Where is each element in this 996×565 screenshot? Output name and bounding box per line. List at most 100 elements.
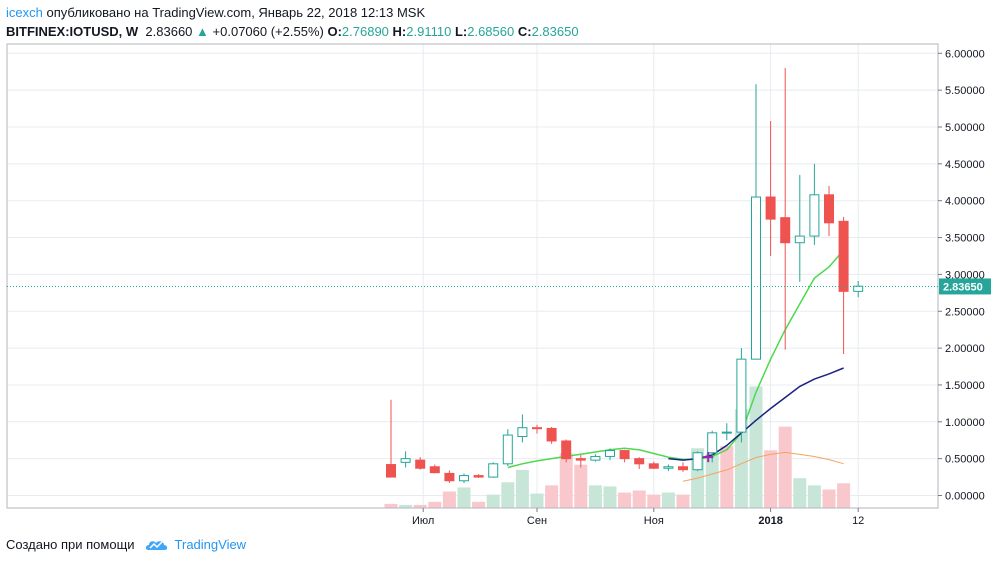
volume-bar <box>778 426 792 508</box>
candle-body <box>590 455 601 461</box>
plot-frame <box>6 43 939 509</box>
candle-body <box>575 458 586 461</box>
volume-bar <box>720 446 734 508</box>
tradingview-brand: TradingView <box>174 537 247 552</box>
x-tick-label: Июл <box>412 515 434 527</box>
y-tick-label: 3.50000 <box>945 233 985 245</box>
published-text: опубликовано на TradingView.com, Январь … <box>46 5 426 20</box>
created-with-text: Создано при помощи <box>6 537 135 552</box>
tradingview-logo[interactable]: TradingView <box>145 537 247 552</box>
candle-body <box>473 475 484 478</box>
candle-body <box>429 466 440 474</box>
y-tick-label: 0.50000 <box>945 454 985 466</box>
tradingview-cloud-icon <box>145 540 167 550</box>
volume-bar <box>822 489 836 508</box>
low-label: L: <box>454 24 468 39</box>
x-tick-label: Ноя <box>644 515 664 527</box>
volume-bar <box>559 453 573 508</box>
moving-averages <box>507 249 845 482</box>
y-tick-label: 0.00000 <box>945 491 985 503</box>
candle-body <box>517 427 528 438</box>
volume-bar <box>661 492 675 508</box>
y-tick-label: 3.00000 <box>945 269 985 281</box>
volume-bar <box>618 492 632 508</box>
candle-body <box>561 440 572 460</box>
candle-body <box>692 452 703 471</box>
candle-body <box>678 466 688 471</box>
y-tick-label: 2.00000 <box>945 343 985 355</box>
high-value: 2.91110 <box>406 24 452 39</box>
candle-body <box>780 217 791 244</box>
volume-bar <box>530 493 544 508</box>
candle-body <box>532 427 542 430</box>
candle-body <box>502 434 513 465</box>
open-label: O: <box>327 24 342 39</box>
y-tick-label: 5.50000 <box>945 85 985 97</box>
ohlc-line: BITFINEX:IOTUSD, W 2.83660 ▲ +0.07060 (+… <box>6 22 579 41</box>
volume-bar <box>632 490 646 508</box>
open-value: 2.76890 <box>341 24 389 39</box>
x-tick-label: Сен <box>527 515 547 527</box>
volume-bar <box>442 491 456 508</box>
volume-bar <box>807 485 821 508</box>
candle-body <box>824 194 834 224</box>
high-label: H: <box>392 24 407 39</box>
volume-bar <box>413 504 427 508</box>
last-price-label: 2.83650 <box>943 281 983 293</box>
candles <box>386 68 864 483</box>
candle-body <box>605 450 615 457</box>
candle-body <box>765 196 776 220</box>
y-tick-label: 4.00000 <box>945 196 985 208</box>
candle-body <box>546 427 557 442</box>
candle-body <box>809 194 820 237</box>
last-value: 2.83660 <box>145 24 193 39</box>
candle-body <box>634 458 645 465</box>
candle-body <box>794 235 805 244</box>
volume-bar <box>486 494 500 508</box>
low-value: 2.68560 <box>467 24 515 39</box>
volume-bar <box>647 494 661 508</box>
grid <box>7 44 938 508</box>
volume-bar <box>428 501 442 508</box>
y-tick-label: 5.00000 <box>945 122 985 134</box>
volume-bar <box>588 485 602 508</box>
candle-body <box>721 431 732 434</box>
y-tick-label: 6.00000 <box>945 48 985 60</box>
volume-bar <box>837 483 851 508</box>
candle-body <box>400 458 411 463</box>
publish-line: icexch опубликовано на TradingView.com, … <box>6 3 579 22</box>
author-link[interactable]: icexch <box>6 5 43 20</box>
volume-bar <box>399 504 413 508</box>
volume-bar <box>545 485 559 508</box>
x-tick-label: 2018 <box>758 515 782 527</box>
axes: 6.00000 5.50000 5.00000 4.50000 4.00000 3.500… <box>6 43 991 527</box>
y-tick-label: 4.50000 <box>945 159 985 171</box>
volume-bar <box>501 482 515 508</box>
candle-body <box>648 463 659 469</box>
candle-body <box>459 475 469 482</box>
candle-body <box>853 285 864 292</box>
symbol-label: BITFINEX:IOTUSD, W <box>6 24 139 39</box>
y-tick-label: 2.50000 <box>945 306 985 318</box>
candle-body <box>707 432 718 454</box>
volume-bar <box>705 453 719 508</box>
volume-ma-line <box>682 451 844 482</box>
candle-body <box>415 459 426 469</box>
candle-body <box>838 220 849 292</box>
candle-body <box>751 196 761 360</box>
footer: Создано при помощи TradingView <box>6 537 246 552</box>
candle-body <box>736 358 747 433</box>
volume-bar <box>734 409 748 508</box>
last-price-badge <box>939 278 991 295</box>
volume-bar <box>472 501 486 508</box>
candle-body <box>488 463 499 478</box>
change-value: +0.07060 (+2.55%) <box>212 24 324 39</box>
volume-bar <box>515 469 529 508</box>
close-label: C: <box>517 24 532 39</box>
change-arrow-icon: ▲ <box>196 24 209 39</box>
volume-bar <box>676 494 690 508</box>
volume-bar <box>384 503 398 508</box>
ma-fast-line <box>507 249 845 469</box>
x-tick-label: 12 <box>852 515 864 527</box>
